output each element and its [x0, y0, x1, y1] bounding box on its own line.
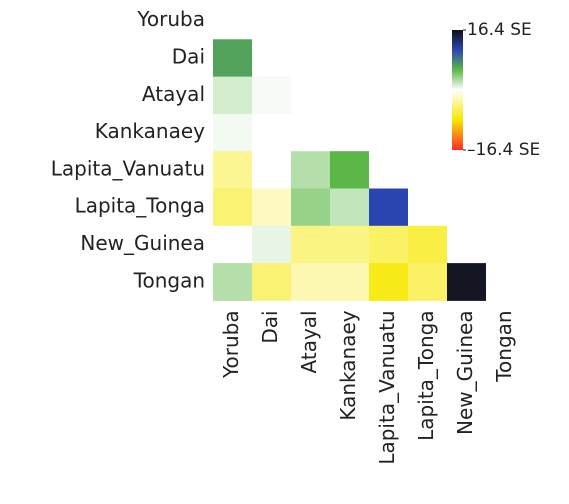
row-label: Kankanaey — [95, 119, 205, 143]
heatmap-cell — [408, 188, 448, 227]
column-label: Lapita_Vanuatu — [375, 310, 399, 464]
column-label: Dai — [258, 310, 282, 343]
heatmap-cell — [252, 113, 292, 152]
heatmap-cell — [213, 39, 253, 78]
column-label: Lapita_Tonga — [414, 310, 438, 440]
heatmap-cell — [369, 188, 409, 227]
colorbar-tick-label: –16.4 SE — [467, 140, 540, 160]
row-label: Lapita_Vanuatu — [51, 156, 205, 180]
heatmap-cell — [291, 76, 331, 115]
heatmap-cell — [330, 225, 370, 264]
heatmap-cell — [369, 151, 409, 189]
heatmap-cell — [213, 263, 253, 301]
heatmap-cell — [213, 76, 253, 115]
heatmap-cell — [213, 225, 253, 264]
heatmap-cell — [369, 263, 409, 301]
heatmap-cell — [213, 113, 253, 152]
heatmap-cell — [330, 188, 370, 227]
heatmap-cell — [291, 113, 331, 152]
row-label: Lapita_Tonga — [75, 194, 205, 218]
heatmap-cell — [330, 151, 370, 189]
heatmap-cell — [252, 151, 292, 189]
heatmap-cell — [408, 225, 448, 264]
column-label: Yoruba — [219, 310, 243, 379]
heatmap-cell — [213, 151, 253, 189]
row-label: New_Guinea — [80, 231, 205, 255]
heatmap-cell — [447, 263, 487, 301]
heatmap-cell — [291, 263, 331, 301]
heatmap-cell — [486, 263, 526, 301]
column-label: New_Guinea — [453, 310, 477, 435]
heatmap-cell — [252, 39, 292, 78]
column-label: Atayal — [297, 310, 321, 373]
heatmap-cell — [369, 225, 409, 264]
heatmap-cell — [447, 225, 487, 264]
column-label: Kankanaey — [336, 310, 360, 420]
heatmap-cell — [252, 263, 292, 301]
column-label: Tongan — [492, 310, 516, 382]
heatmap-cell — [408, 263, 448, 301]
row-label: Atayal — [142, 82, 205, 106]
heatmap-cell — [291, 188, 331, 227]
heatmap-cell — [330, 113, 370, 152]
heatmap-cell — [291, 225, 331, 264]
heatmap-cell — [252, 76, 292, 115]
heatmap-cell — [330, 263, 370, 301]
heatmap-cell — [252, 188, 292, 227]
heatmap-cell — [213, 2, 253, 40]
colorbar — [452, 30, 463, 150]
heatmap-cell — [291, 151, 331, 189]
row-label: Yoruba — [136, 7, 205, 31]
heatmap-cell — [252, 225, 292, 264]
row-label: Dai — [172, 44, 205, 68]
colorbar-tick-label: 16.4 SE — [467, 20, 532, 40]
heatmap-cell — [213, 188, 253, 227]
row-label: Tongan — [133, 268, 205, 292]
